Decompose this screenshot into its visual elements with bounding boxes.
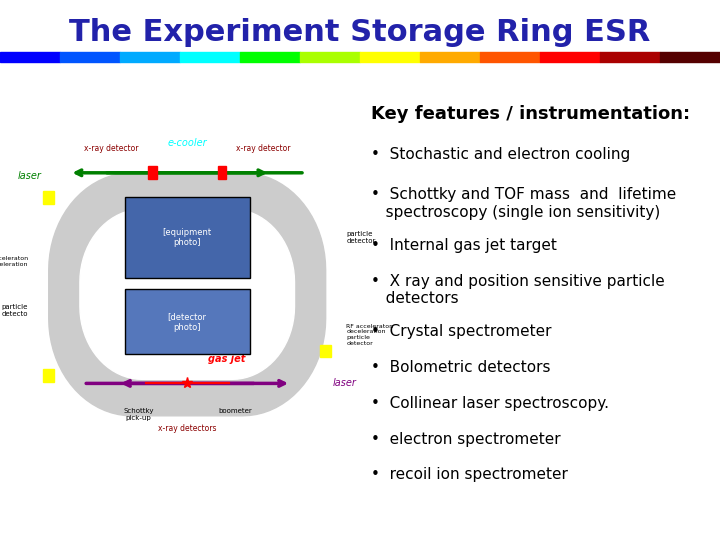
FancyBboxPatch shape xyxy=(125,289,250,354)
Text: •  Internal gas jet target: • Internal gas jet target xyxy=(371,238,557,253)
Text: •  Collinear laser spectroscopy.: • Collinear laser spectroscopy. xyxy=(371,396,608,411)
Text: laser: laser xyxy=(333,379,356,388)
Bar xyxy=(217,166,226,179)
Bar xyxy=(180,52,240,62)
Text: •  recoil ion spectrometer: • recoil ion spectrometer xyxy=(371,467,567,482)
Text: •  Bolometric detectors: • Bolometric detectors xyxy=(371,360,550,375)
Text: Key features / instrumentation:: Key features / instrumentation: xyxy=(371,105,690,123)
Text: •  X ray and position sensitive particle
   detectors: • X ray and position sensitive particle … xyxy=(371,274,665,306)
Text: •  Crystal spectrometer: • Crystal spectrometer xyxy=(371,324,551,339)
Text: •  electron spectrometer: • electron spectrometer xyxy=(371,431,560,447)
Text: [detector
photo]: [detector photo] xyxy=(168,312,207,332)
Text: x-ray detector: x-ray detector xyxy=(236,144,291,153)
Text: x-ray detector: x-ray detector xyxy=(84,144,138,153)
Text: particle
detecto: particle detecto xyxy=(1,304,28,317)
Bar xyxy=(480,52,540,62)
Bar xyxy=(0,52,60,62)
Text: boometer: boometer xyxy=(219,408,253,414)
Text: laser: laser xyxy=(18,171,42,181)
Bar xyxy=(43,369,54,382)
Text: Schottky
pick-up: Schottky pick-up xyxy=(124,408,154,421)
Bar xyxy=(660,52,720,62)
Bar xyxy=(420,52,480,62)
Bar xyxy=(540,52,600,62)
Bar xyxy=(120,52,180,62)
Bar xyxy=(360,52,420,62)
Text: •  Schottky and TOF mass  and  lifetime
   spectroscopy (single ion sensitivity): • Schottky and TOF mass and lifetime spe… xyxy=(371,187,676,220)
Text: particle
detector: particle detector xyxy=(346,231,376,244)
Bar xyxy=(148,166,157,179)
Text: RF acceleraton
deceleration
particle
detector: RF acceleraton deceleration particle det… xyxy=(346,323,394,346)
Text: e-cooler: e-cooler xyxy=(167,138,207,149)
Polygon shape xyxy=(80,209,294,379)
Bar xyxy=(43,191,54,204)
Bar xyxy=(600,52,660,62)
Text: RF acceleraton
deceleration: RF acceleraton deceleration xyxy=(0,256,28,267)
Bar xyxy=(60,52,120,62)
Polygon shape xyxy=(49,173,325,416)
Bar xyxy=(300,52,360,62)
FancyBboxPatch shape xyxy=(125,197,250,278)
Text: x-ray detectors: x-ray detectors xyxy=(158,424,217,433)
Text: gas jet: gas jet xyxy=(208,354,246,364)
Bar xyxy=(240,52,300,62)
Text: The Experiment Storage Ring ESR: The Experiment Storage Ring ESR xyxy=(69,18,651,47)
Text: •  Stochastic and electron cooling: • Stochastic and electron cooling xyxy=(371,147,630,162)
Text: [equipment
photo]: [equipment photo] xyxy=(163,228,212,247)
Bar xyxy=(320,345,331,357)
